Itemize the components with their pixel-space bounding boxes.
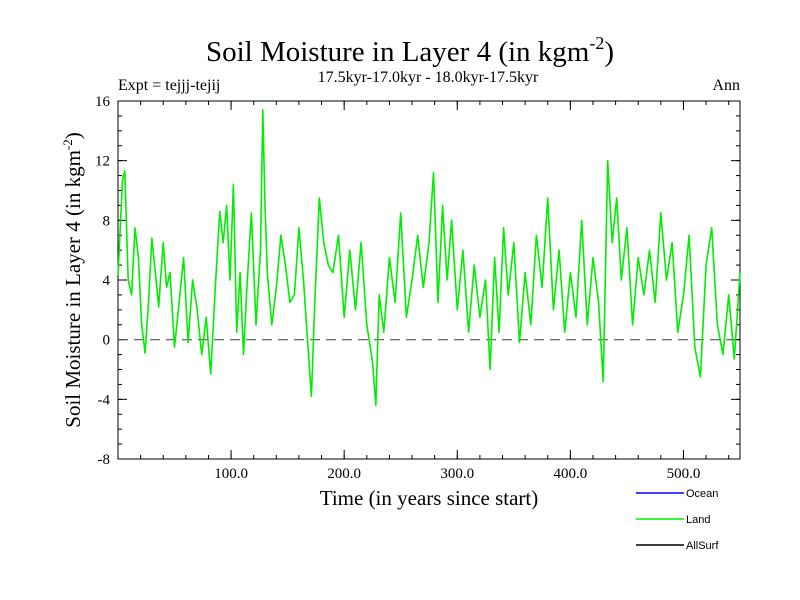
legend-label: Ocean bbox=[686, 488, 718, 500]
y-axis-label: Soil Moisture in Layer 4 (in kgm-2) bbox=[60, 132, 85, 427]
x-tick-label: 200.0 bbox=[327, 466, 361, 482]
x-tick-label: 500.0 bbox=[667, 466, 701, 482]
y-tick-label: 12 bbox=[95, 154, 110, 170]
x-tick-label: 100.0 bbox=[214, 466, 248, 482]
y-axis: 16 12 8 4 0 -4 -8 bbox=[95, 94, 740, 468]
chart-title: Soil Moisture in Layer 4 (in kgm-2) bbox=[206, 33, 614, 68]
chart-subtitle: 17.5kyr-17.0kyr - 18.0kyr-17.5kyr bbox=[318, 69, 539, 86]
y-tick-label: -4 bbox=[98, 392, 111, 408]
legend-label: Land bbox=[686, 514, 710, 526]
y-tick-label: 4 bbox=[103, 273, 111, 289]
season-label: Ann bbox=[712, 77, 740, 94]
x-tick-label: 400.0 bbox=[553, 466, 587, 482]
x-axis-label: Time (in years since start) bbox=[320, 486, 539, 510]
minor-ticks bbox=[118, 100, 740, 460]
expt-label: Expt = tejjj-tejij bbox=[118, 77, 220, 94]
legend: Ocean Land AllSurf bbox=[636, 488, 719, 552]
x-axis: 100.0 200.0 300.0 400.0 500.0 bbox=[214, 101, 700, 482]
series-group bbox=[117, 109, 741, 407]
y-tick-label: -8 bbox=[98, 452, 111, 468]
y-tick-label: 0 bbox=[103, 333, 111, 349]
plot-frame bbox=[117, 100, 741, 460]
y-tick-label: 16 bbox=[95, 94, 111, 110]
y-tick-label: 8 bbox=[103, 213, 111, 229]
legend-label: AllSurf bbox=[686, 540, 719, 552]
series-line-land bbox=[117, 109, 741, 407]
x-tick-label: 300.0 bbox=[440, 466, 474, 482]
